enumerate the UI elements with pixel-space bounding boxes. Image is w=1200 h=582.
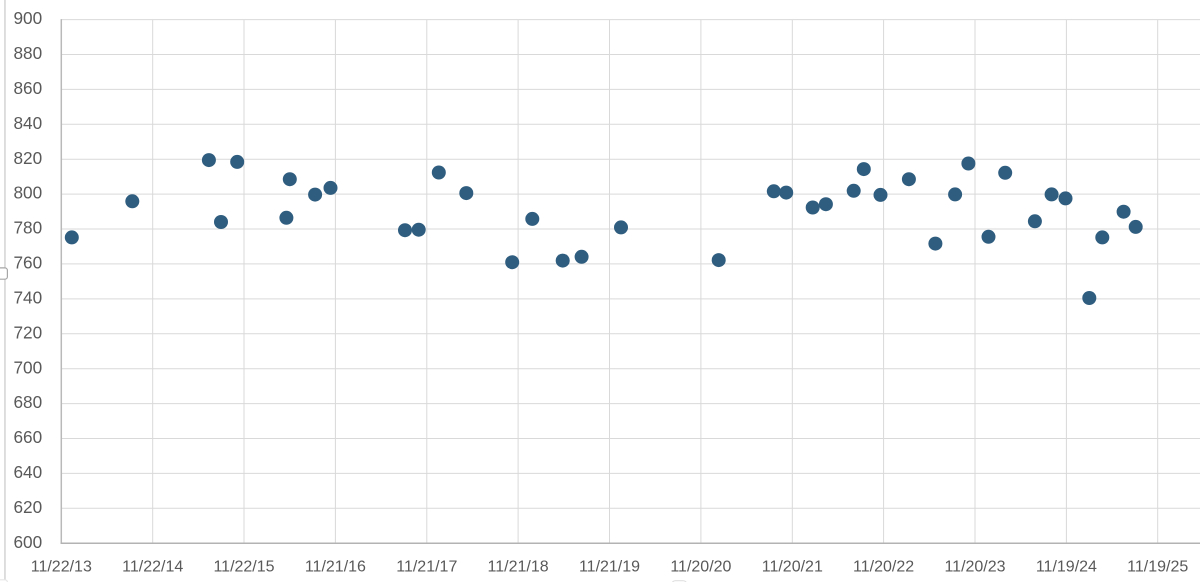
svg-text:11/19/24: 11/19/24 [1036,559,1097,576]
svg-text:11/21/16: 11/21/16 [305,559,366,576]
svg-text:11/21/18: 11/21/18 [488,559,549,576]
svg-text:720: 720 [14,322,43,342]
svg-text:700: 700 [14,357,43,377]
svg-text:11/20/22: 11/20/22 [853,559,914,576]
svg-text:740: 740 [14,288,43,308]
svg-text:11/22/13: 11/22/13 [31,559,92,576]
svg-text:880: 880 [14,43,43,63]
svg-text:11/21/17: 11/21/17 [396,559,457,576]
svg-text:11/19/25: 11/19/25 [1127,559,1188,576]
svg-text:860: 860 [14,78,43,98]
svg-text:660: 660 [14,427,43,447]
svg-text:11/21/19: 11/21/19 [579,559,640,576]
svg-text:680: 680 [14,392,43,412]
svg-text:11/20/20: 11/20/20 [670,559,731,576]
svg-text:11/20/23: 11/20/23 [944,559,1005,576]
svg-text:640: 640 [14,462,43,482]
svg-text:780: 780 [14,218,43,238]
svg-text:840: 840 [14,113,43,133]
svg-text:820: 820 [14,148,43,168]
svg-text:11/22/14: 11/22/14 [122,559,183,576]
svg-text:11/20/21: 11/20/21 [762,559,823,576]
svg-text:800: 800 [14,183,43,203]
svg-text:600: 600 [14,532,43,552]
svg-text:11/22/15: 11/22/15 [213,559,274,576]
svg-text:620: 620 [14,497,43,517]
svg-text:900: 900 [14,8,43,28]
svg-text:760: 760 [14,253,43,273]
